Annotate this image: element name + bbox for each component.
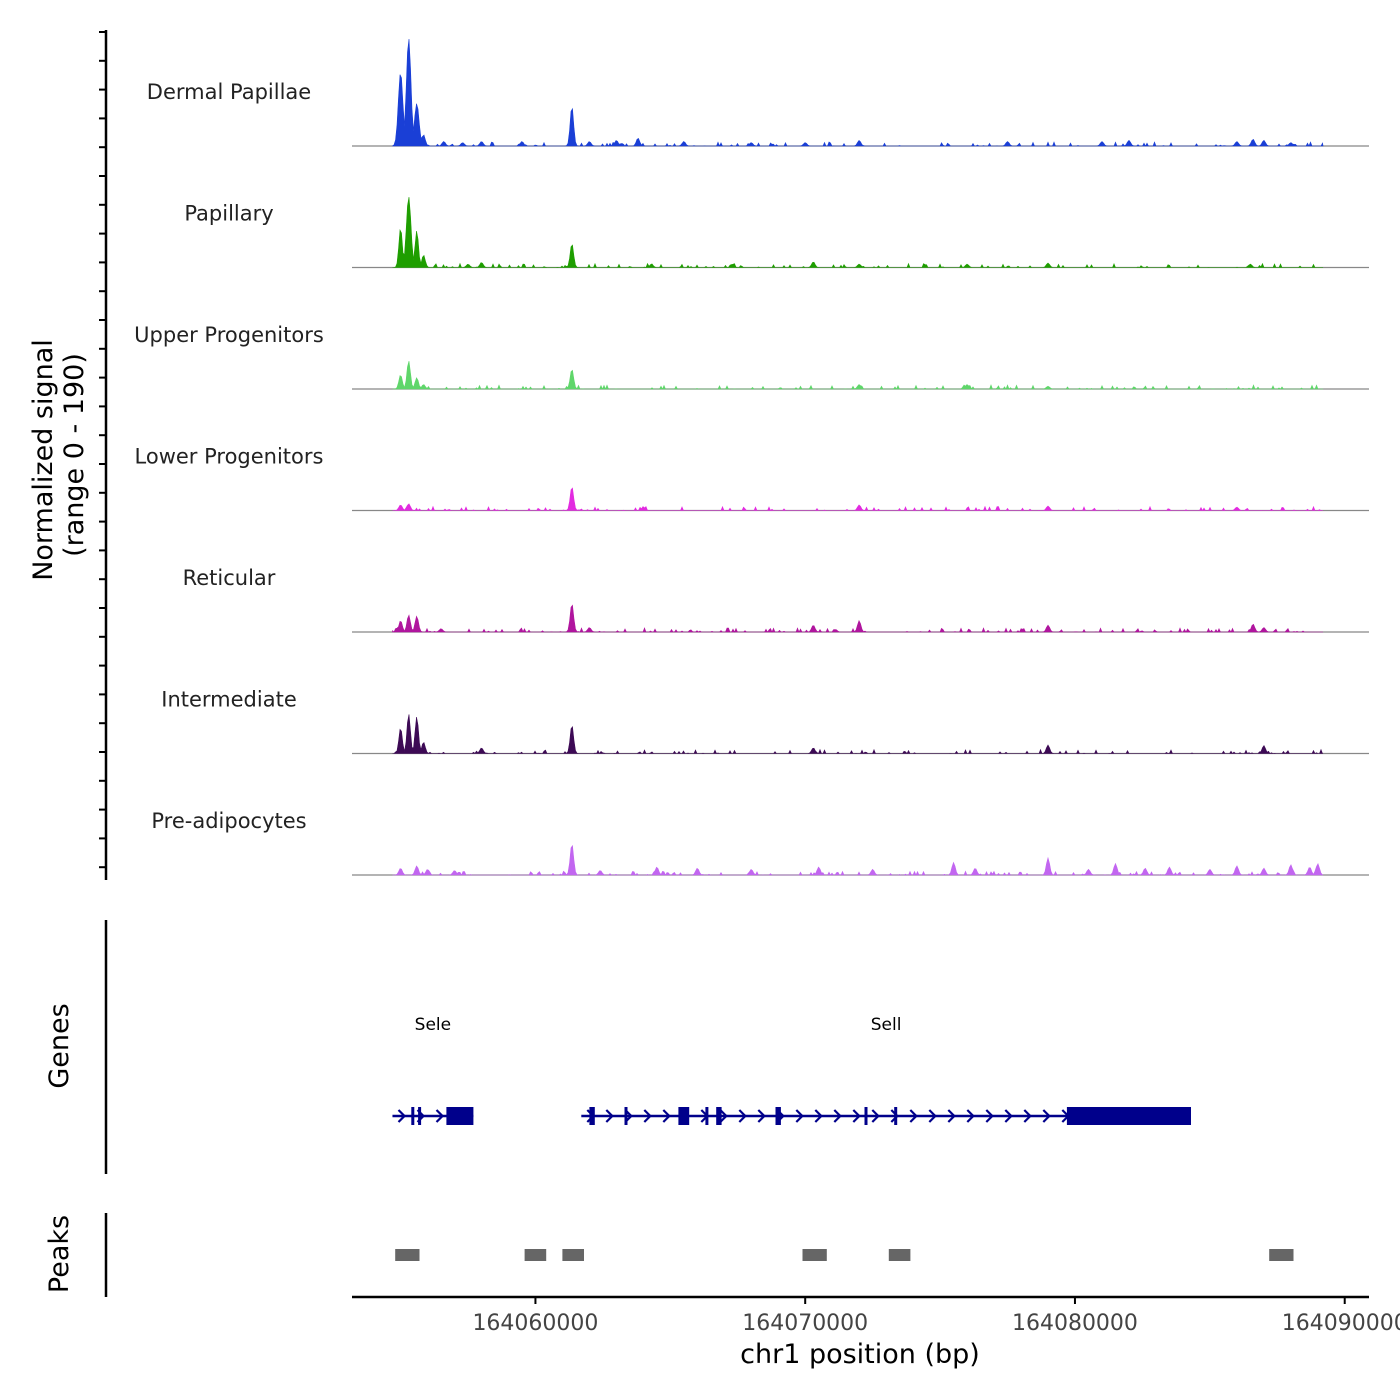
x-axis-ticks: 164060000 164070000 164080000 164090000 xyxy=(472,1297,1400,1336)
gene-exon xyxy=(624,1107,628,1125)
strand-arrow xyxy=(662,1109,671,1123)
signal-area xyxy=(392,604,1324,633)
gene-label: Sell xyxy=(871,1015,902,1035)
strand-arrow xyxy=(985,1109,994,1123)
x-tick-label: 164080000 xyxy=(1012,1311,1138,1336)
gene-exon xyxy=(705,1107,709,1125)
strand-arrow xyxy=(947,1109,956,1123)
gene-exon xyxy=(864,1107,868,1125)
signal-track: Intermediate xyxy=(161,688,1369,755)
strand-arrow xyxy=(719,1109,728,1123)
gene-exon xyxy=(446,1107,474,1125)
gene-exon xyxy=(1066,1107,1191,1125)
track-label: Lower Progenitors xyxy=(135,445,324,469)
strand-arrow xyxy=(643,1109,652,1123)
track-label: Upper Progenitors xyxy=(134,323,324,347)
peak-region xyxy=(395,1249,420,1261)
signal-track: Reticular xyxy=(183,566,1369,633)
peak-region xyxy=(562,1249,584,1261)
gene-model: Sele xyxy=(392,1015,474,1125)
x-tick-label: 164060000 xyxy=(472,1311,598,1336)
track-label: Papillary xyxy=(184,202,273,226)
signal-area xyxy=(392,844,1324,876)
strand-arrow xyxy=(605,1109,614,1123)
track-label: Intermediate xyxy=(161,688,297,712)
gene-exon xyxy=(411,1107,415,1125)
strand-arrow xyxy=(833,1109,842,1123)
signal-y-ticks xyxy=(99,31,106,869)
signal-track: Dermal Papillae xyxy=(147,38,1369,147)
genes-panel-label: Genes xyxy=(44,1003,75,1088)
strand-arrow xyxy=(966,1109,975,1123)
gene-exon xyxy=(589,1107,595,1125)
gene-exon xyxy=(678,1107,690,1125)
strand-arrow xyxy=(1004,1109,1013,1123)
track-label: Pre-adipocytes xyxy=(151,809,306,833)
x-tick-label: 164090000 xyxy=(1282,1311,1400,1336)
gene-exon xyxy=(716,1107,722,1125)
strand-arrow xyxy=(757,1109,766,1123)
gene-label: Sele xyxy=(415,1015,451,1035)
signal-area xyxy=(392,714,1324,755)
peak-region xyxy=(802,1249,827,1261)
signal-track: Upper Progenitors xyxy=(134,323,1369,390)
strand-arrow xyxy=(871,1109,880,1123)
track-label: Reticular xyxy=(183,566,276,590)
strand-arrow xyxy=(397,1109,407,1123)
signal-area xyxy=(392,38,1324,147)
genes-track: Sele Sell xyxy=(392,1015,1191,1125)
signal-tracks: Dermal Papillae Papillary Upper Progenitor… xyxy=(134,38,1369,876)
signal-track: Papillary xyxy=(184,197,1369,269)
strand-arrow xyxy=(890,1109,899,1123)
peak-region xyxy=(888,1249,911,1261)
track-label: Dermal Papillae xyxy=(147,80,311,104)
signal-track: Lower Progenitors xyxy=(135,445,1369,512)
x-axis-title: chr1 position (bp) xyxy=(740,1339,980,1370)
strand-arrow xyxy=(1023,1109,1032,1123)
peaks-panel-label: Peaks xyxy=(44,1215,75,1293)
x-tick-label: 164070000 xyxy=(742,1311,868,1336)
y-axis-range: (range 0 - 190) xyxy=(59,353,90,557)
strand-arrow xyxy=(928,1109,937,1123)
gene-exon xyxy=(894,1107,898,1125)
peaks-track xyxy=(395,1249,1294,1261)
signal-area xyxy=(392,361,1324,390)
signal-area xyxy=(392,197,1324,269)
peak-region xyxy=(1269,1249,1294,1261)
gene-exon xyxy=(775,1107,781,1125)
gene-exon xyxy=(418,1107,422,1125)
strand-arrow xyxy=(795,1109,804,1123)
strand-arrow xyxy=(909,1109,918,1123)
gene-model: Sell xyxy=(581,1015,1191,1125)
signal-track: Pre-adipocytes xyxy=(151,809,1369,876)
y-axis-title: Normalized signal xyxy=(28,339,59,581)
strand-arrow xyxy=(435,1109,445,1123)
strand-arrow xyxy=(738,1109,747,1123)
peak-region xyxy=(524,1249,547,1261)
signal-area xyxy=(392,487,1324,512)
strand-arrow xyxy=(814,1109,823,1123)
strand-arrow xyxy=(852,1109,861,1123)
strand-arrow xyxy=(1042,1109,1051,1123)
